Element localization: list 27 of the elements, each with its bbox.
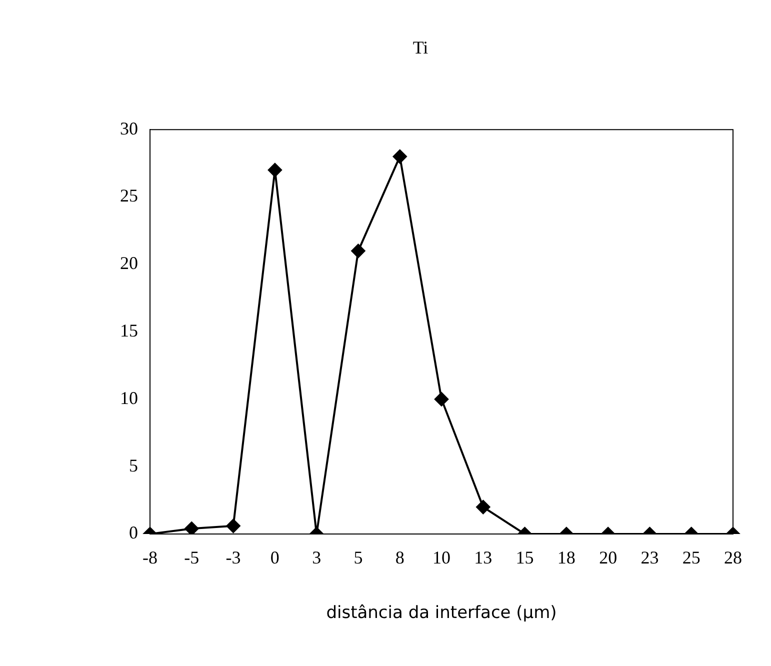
y-tick-label: 20 xyxy=(120,253,138,274)
y-tick-label: 5 xyxy=(129,455,138,476)
point xyxy=(351,244,366,258)
x-tick-label: -5 xyxy=(184,548,200,568)
x-tick-label: 18 xyxy=(557,548,576,568)
x-tick-label: 15 xyxy=(516,548,534,568)
point xyxy=(268,163,282,178)
x-tick-label: -3 xyxy=(226,548,241,568)
y-tick-label: 10 xyxy=(120,388,138,408)
x-tick-label: 3 xyxy=(312,548,322,568)
x-tick-label: 23 xyxy=(640,548,659,568)
x-tick-label: 13 xyxy=(474,548,492,568)
x-tick-label: 10 xyxy=(432,548,450,568)
y-tick-label: 0 xyxy=(129,522,138,543)
x-tick-label: 20 xyxy=(599,548,618,568)
x-tick-label: 8 xyxy=(395,548,404,568)
y-tick-label: 15 xyxy=(120,320,138,341)
chart-title: Ti xyxy=(412,38,428,58)
x-tick-label: -8 xyxy=(142,548,158,568)
point xyxy=(392,150,407,164)
x-tick-label: 25 xyxy=(682,548,700,568)
x-tick-label: 5 xyxy=(354,548,363,568)
y-tick-label: 25 xyxy=(120,186,138,206)
y-tick-label: 30 xyxy=(120,118,138,138)
x-tick-label: 0 xyxy=(270,548,280,568)
x-axis-title: distância da interface (μm) xyxy=(326,603,557,624)
x-tick-label: 28 xyxy=(724,548,742,568)
